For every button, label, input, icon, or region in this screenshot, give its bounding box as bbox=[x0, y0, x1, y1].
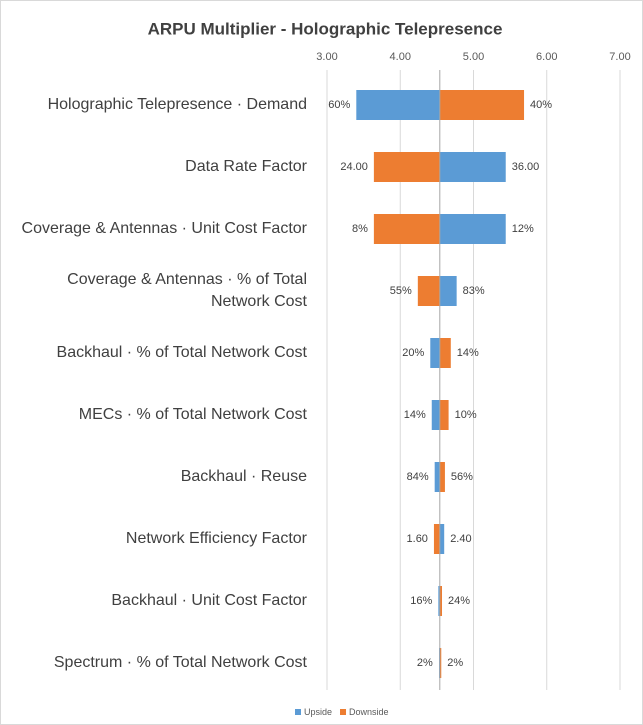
x-tick-label: 3.00 bbox=[316, 51, 337, 63]
data-label: 14% bbox=[404, 409, 426, 421]
x-tick-label: 5.00 bbox=[463, 51, 484, 63]
category-label: Holographic Telepresence · Demand bbox=[48, 96, 307, 113]
legend-swatch bbox=[340, 709, 347, 715]
data-label: 2% bbox=[447, 657, 463, 669]
chart-title: ARPU Multiplier - Holographic Telepresen… bbox=[148, 19, 503, 38]
bar bbox=[373, 152, 440, 182]
bar bbox=[430, 338, 440, 368]
x-tick-label: 7.00 bbox=[609, 51, 630, 63]
bar bbox=[439, 400, 449, 430]
category-label: Spectrum · % of Total Network Cost bbox=[54, 654, 308, 671]
bar bbox=[434, 462, 440, 492]
category-label: Network Efficiency Factor bbox=[126, 530, 308, 547]
legend-swatch bbox=[295, 709, 301, 715]
data-label: 83% bbox=[463, 285, 485, 297]
data-label: 60% bbox=[328, 99, 350, 111]
data-label: 24% bbox=[448, 595, 470, 607]
bar bbox=[439, 152, 506, 182]
bar bbox=[439, 648, 442, 678]
data-label: 1.60 bbox=[407, 533, 428, 545]
bar bbox=[439, 338, 451, 368]
category-label: Coverage & Antennas · Unit Cost Factor bbox=[22, 220, 308, 237]
bar bbox=[439, 524, 445, 554]
bar bbox=[439, 586, 443, 616]
category-label: Data Rate Factor bbox=[185, 158, 308, 175]
category-label: Coverage & Antennas · % of Total Network … bbox=[67, 271, 307, 310]
category-label: Backhaul · Reuse bbox=[181, 468, 307, 485]
bar bbox=[373, 214, 440, 244]
bar bbox=[433, 524, 440, 554]
x-tick-label: 4.00 bbox=[390, 51, 411, 63]
bar bbox=[438, 586, 440, 616]
data-label: 24.00 bbox=[340, 161, 368, 173]
data-label: 36.00 bbox=[512, 161, 540, 173]
x-tick-label: 6.00 bbox=[536, 51, 557, 63]
bar bbox=[417, 276, 440, 306]
data-label: 12% bbox=[512, 223, 534, 235]
data-label: 40% bbox=[530, 99, 552, 111]
data-label: 14% bbox=[457, 347, 479, 359]
bar bbox=[439, 90, 525, 120]
data-label: 55% bbox=[390, 285, 412, 297]
legend-label: Downside bbox=[349, 707, 389, 717]
bar bbox=[439, 462, 445, 492]
bar bbox=[356, 90, 440, 120]
category-label: MECs · % of Total Network Cost bbox=[79, 406, 308, 423]
data-label: 20% bbox=[402, 347, 424, 359]
data-label: 8% bbox=[352, 223, 368, 235]
data-label: 10% bbox=[455, 409, 477, 421]
legend-label: Upside bbox=[304, 707, 332, 717]
bar bbox=[439, 214, 506, 244]
bar bbox=[431, 400, 440, 430]
category-label: Backhaul · Unit Cost Factor bbox=[111, 592, 307, 609]
data-label: 16% bbox=[410, 595, 432, 607]
category-label: Backhaul · % of Total Network Cost bbox=[57, 344, 308, 361]
data-label: 2% bbox=[417, 657, 433, 669]
data-label: 56% bbox=[451, 471, 473, 483]
bar bbox=[439, 276, 457, 306]
data-label: 84% bbox=[407, 471, 429, 483]
data-label: 2.40 bbox=[450, 533, 471, 545]
